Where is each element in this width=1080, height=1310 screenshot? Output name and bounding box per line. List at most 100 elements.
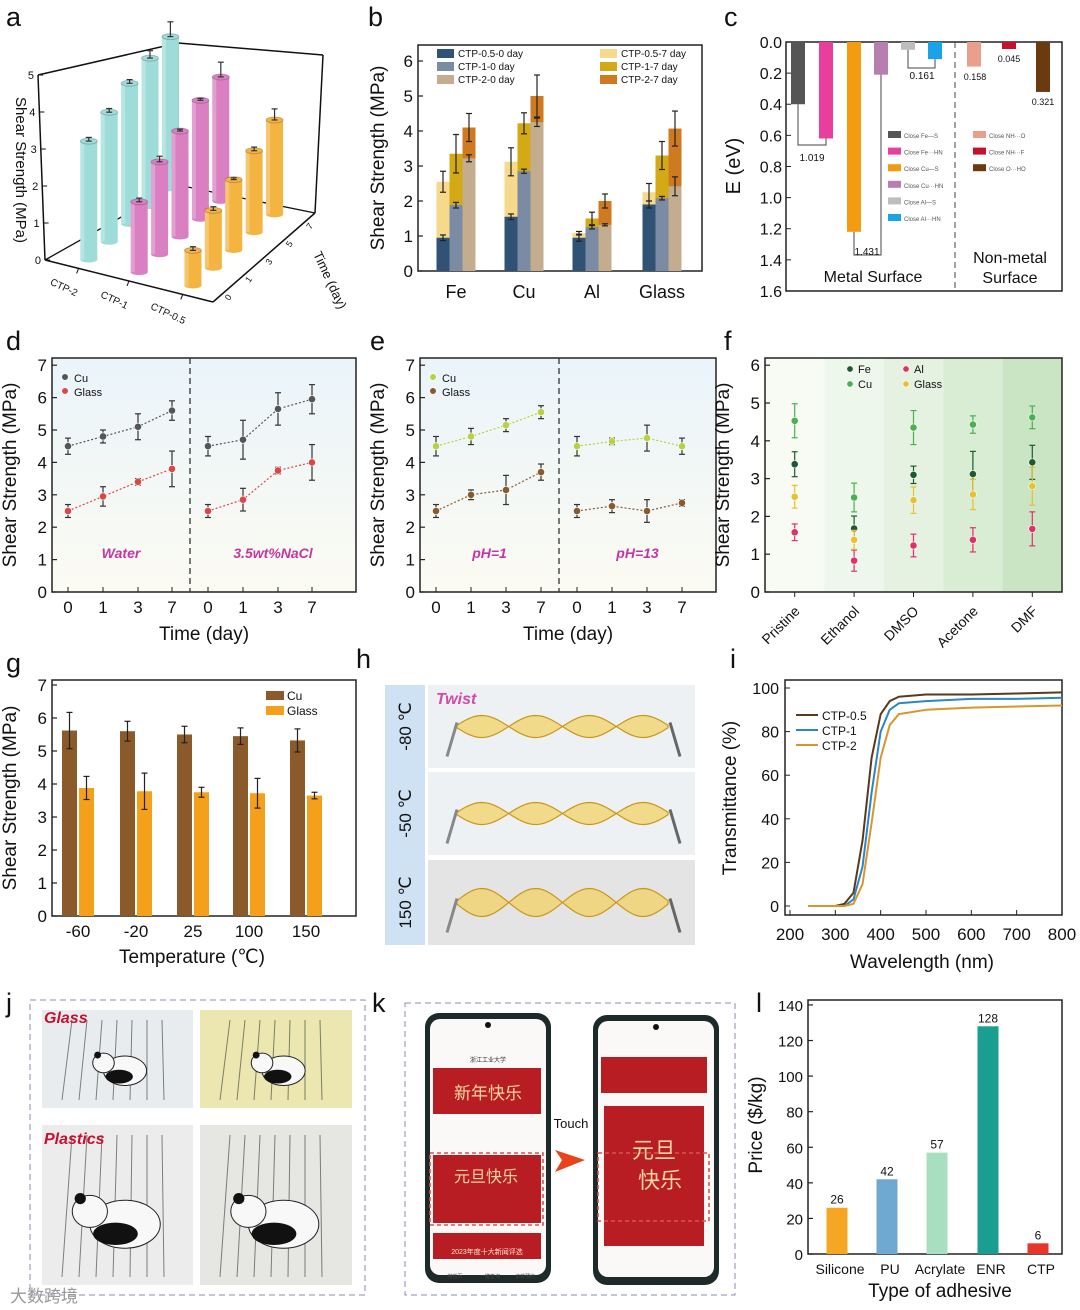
x-tick-label: Al <box>584 282 600 302</box>
plastics-label: Plastics <box>44 1131 105 1148</box>
bar3d-highlight <box>100 112 105 242</box>
y-tick-label: 20 <box>786 1211 803 1228</box>
x-tick-label: 500 <box>912 925 940 944</box>
data-point <box>573 442 581 451</box>
x-tick-label: 1 <box>238 598 247 617</box>
panda-legs <box>93 1222 138 1246</box>
bar3d-highlight <box>151 161 156 255</box>
y-tick-label: 6 <box>38 389 47 408</box>
bamboo-stem <box>236 1019 246 1101</box>
banner <box>601 1057 707 1093</box>
data-point <box>204 442 212 451</box>
legend-swatch <box>888 214 901 221</box>
bar-0day <box>530 122 544 271</box>
data-point <box>429 373 437 381</box>
annotation: 0.045 <box>998 54 1021 64</box>
category-label: CTP-0.5 <box>149 301 188 327</box>
x-tick-label: 3 <box>642 598 651 617</box>
twist-caption: Twist <box>436 691 477 708</box>
bar-0day <box>449 205 463 271</box>
data-point <box>573 507 581 515</box>
bar3d-base <box>184 282 202 289</box>
bracket <box>853 74 882 256</box>
data-point <box>850 556 858 565</box>
glass-label: Glass <box>44 1010 88 1027</box>
data-point <box>64 442 72 451</box>
y-tick-label: 1 <box>38 874 47 893</box>
data-point <box>168 464 176 473</box>
y-tick-label: 140 <box>778 998 803 1015</box>
data-point <box>850 535 858 544</box>
x-tick-label: Pristine <box>758 603 802 647</box>
annotation: 1.019 <box>799 153 824 164</box>
annotation: 0.321 <box>1032 97 1055 107</box>
twisted-ribbon <box>454 887 669 918</box>
x-tick-label: 1 <box>98 598 107 617</box>
banner-text: 新年快乐 <box>454 1084 522 1103</box>
x-tick-label: 7 <box>167 598 176 617</box>
x-tick-label: 25 <box>184 922 203 941</box>
category-label: CTP-2 <box>48 277 79 299</box>
data-point <box>204 507 212 515</box>
series-line <box>576 437 683 447</box>
annotation: 1.431 <box>854 247 879 258</box>
annotation: 0.158 <box>964 72 987 82</box>
legend-swatch <box>888 197 901 205</box>
tweezer <box>668 722 682 757</box>
panel-j-print-photos: Glass Plastics <box>29 999 366 1296</box>
legend-label: Close NH···F <box>989 151 1025 157</box>
y-tick-label: 4 <box>406 453 415 472</box>
axis-edge <box>177 42 324 56</box>
y-tick-label: 1 <box>751 545 760 564</box>
y-tick-label: 0 <box>404 262 413 281</box>
panel-label: f <box>724 326 732 356</box>
bar3d-base <box>80 256 98 263</box>
camera-icon <box>653 1024 659 1030</box>
bar3d-base <box>266 211 284 218</box>
bar <box>194 792 209 916</box>
y-tick-label: 0 <box>795 1247 803 1264</box>
x-tick-label: 1 <box>466 598 475 617</box>
legend-swatch <box>888 180 901 188</box>
bar3d <box>80 141 98 260</box>
y-tick-label: 4 <box>751 432 760 451</box>
data-point <box>909 496 918 505</box>
legend-label: Glass <box>442 387 471 399</box>
y-tick-label: 100 <box>752 681 779 698</box>
x-axis-label: Temperature (℃) <box>119 947 265 968</box>
bar3d-highlight <box>130 201 135 273</box>
bar <box>876 1179 898 1254</box>
highlight-box <box>597 1152 710 1222</box>
bar <box>137 791 152 916</box>
data-point <box>502 486 510 494</box>
legend-label: Close Cu···HN <box>904 184 943 190</box>
x-tick-label: -60 <box>66 922 91 941</box>
y-tick-label: 40 <box>786 1176 803 1193</box>
y-tick-label: 7 <box>406 356 415 375</box>
x-tick <box>126 280 130 287</box>
data-point <box>678 498 686 507</box>
data-point <box>608 437 616 446</box>
panel-label: i <box>730 644 736 674</box>
panel-label: j <box>5 988 12 1018</box>
data-point <box>239 435 247 444</box>
y-tick-label: 5 <box>751 394 760 413</box>
legend-swatch <box>266 691 284 700</box>
panel-label: g <box>6 648 21 678</box>
panda-legs <box>251 1222 297 1246</box>
y-tick-label: 1.6 <box>760 284 782 301</box>
data-point <box>274 466 282 475</box>
legend-swatch <box>437 49 454 58</box>
tweezer <box>445 898 459 933</box>
time-tick-label: 3 <box>263 257 274 267</box>
banner-text: 元旦快乐 <box>454 1168 518 1186</box>
panel-b-bar-chart: 0 1 2 3 4 5 6 Shear Strength (MPa) Fe Cu Al Glass CT… <box>368 44 703 302</box>
bar <box>177 734 192 916</box>
bar-0day <box>436 237 450 271</box>
bar <box>874 42 888 75</box>
x-tick <box>76 268 80 274</box>
plot-background <box>52 358 356 592</box>
legend-swatch <box>888 147 901 155</box>
